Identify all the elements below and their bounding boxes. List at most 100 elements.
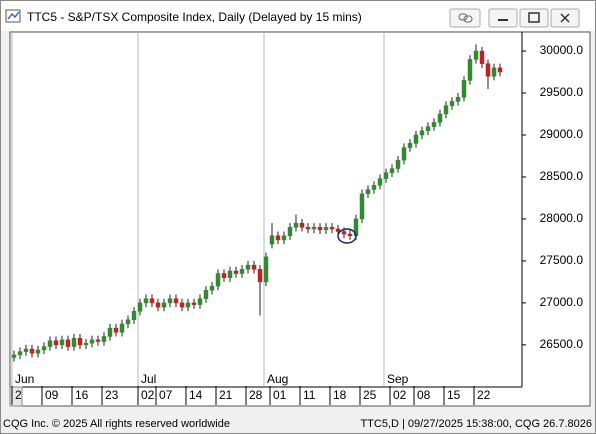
x-tick-label: 16 [75, 388, 89, 402]
candle-body [227, 270, 233, 278]
x-tick-label: 07 [159, 388, 173, 402]
candle-body [197, 298, 203, 305]
x-tick-label: 15 [447, 388, 461, 402]
candle-body [17, 351, 23, 356]
candle-body [245, 264, 251, 270]
candle-body [185, 302, 191, 308]
candle-body [191, 302, 197, 305]
x-tick-label: 02 [141, 388, 155, 402]
candle-body [407, 143, 413, 148]
x-tick-label: 28 [249, 388, 263, 402]
month-label: Aug [267, 372, 288, 386]
candle-body [113, 327, 119, 333]
candle-body [203, 290, 209, 299]
y-tick-label: 27500.0 [540, 253, 584, 267]
scroll-handle[interactable] [9, 386, 23, 407]
candle-body [59, 339, 65, 346]
candle-body [497, 67, 503, 73]
candle-body [431, 122, 437, 127]
candle-body [215, 273, 221, 287]
x-tick-label: 23 [105, 388, 119, 402]
candle-body [449, 101, 455, 106]
candle-body [23, 348, 29, 352]
candle-body [155, 302, 161, 308]
link-button[interactable] [449, 8, 481, 28]
candle-body [419, 130, 425, 136]
candle-body [209, 285, 215, 291]
candle-body [329, 227, 335, 230]
candle-body [401, 147, 407, 161]
candle-body [95, 339, 101, 342]
candle-body [479, 50, 485, 64]
candle-body [371, 185, 377, 190]
candle-body [173, 298, 179, 304]
y-tick-label: 30000.0 [540, 43, 584, 57]
chart-area [9, 31, 591, 407]
candle-body [323, 227, 329, 231]
candle-body [293, 222, 299, 228]
window-title: TTC5 - S&P/TSX Composite Index, Daily (D… [27, 10, 362, 24]
candle-body [47, 340, 53, 347]
candle-body [35, 349, 41, 354]
candle-body [77, 337, 83, 346]
x-tick-label: 22 [477, 388, 491, 402]
candle-body [257, 269, 263, 283]
candle-body [11, 354, 17, 358]
candle-body [335, 228, 341, 232]
candle-body [275, 235, 281, 241]
x-tick-label: 08 [417, 388, 431, 402]
candle-body [413, 134, 419, 144]
month-label: Sep [387, 372, 409, 386]
candle-body [311, 227, 317, 230]
candle-body [467, 59, 473, 81]
candle-body [137, 302, 143, 312]
candle-body [473, 50, 479, 60]
candle-body [443, 105, 449, 115]
y-tick-label: 26500.0 [540, 337, 584, 351]
candle-body [101, 336, 107, 342]
y-tick-label: 28000.0 [540, 211, 584, 225]
maximize-button[interactable] [519, 8, 549, 28]
candle-body [29, 348, 35, 354]
candle-body [341, 231, 347, 235]
candle-body [317, 227, 323, 231]
candle-body [365, 189, 371, 195]
candle-body [233, 270, 239, 274]
candle-body [107, 327, 113, 337]
candle-body [119, 323, 125, 333]
candle-body [377, 178, 383, 186]
candle-body [251, 264, 257, 270]
candle-body [149, 298, 155, 304]
minimize-button[interactable] [488, 8, 518, 28]
candle-body [437, 113, 443, 123]
candle-body [53, 340, 59, 346]
candle-body [485, 63, 491, 77]
candle-body [65, 339, 71, 347]
candle-body [287, 227, 293, 236]
candle-body [383, 172, 389, 179]
candle-body [221, 273, 227, 278]
x-tick-label: 09 [45, 388, 59, 402]
y-tick-label: 28500.0 [540, 169, 584, 183]
x-tick-label: 01 [273, 388, 287, 402]
footer-copyright: CQG Inc. © 2025 All rights reserved worl… [3, 418, 230, 430]
candle-body [425, 126, 431, 132]
candle-body [491, 67, 497, 77]
month-label: Jun [15, 372, 34, 386]
candle-body [461, 80, 467, 98]
candle-body [143, 298, 149, 304]
candle-body [161, 302, 167, 308]
x-tick-label: 25 [363, 388, 377, 402]
x-tick-label: 02 [393, 388, 407, 402]
footer-status: TTC5,D | 09/27/2025 15:38:00, CQG 26.7.8… [360, 418, 592, 430]
candle-body [83, 342, 89, 346]
candle-body [239, 269, 245, 274]
highlight-circle [337, 228, 357, 244]
close-button[interactable] [550, 8, 580, 28]
candle-body [125, 319, 131, 325]
x-tick-label: 14 [189, 388, 203, 402]
month-label: Jul [141, 372, 156, 386]
candle-body [263, 256, 269, 283]
y-tick-label: 29500.0 [540, 85, 584, 99]
